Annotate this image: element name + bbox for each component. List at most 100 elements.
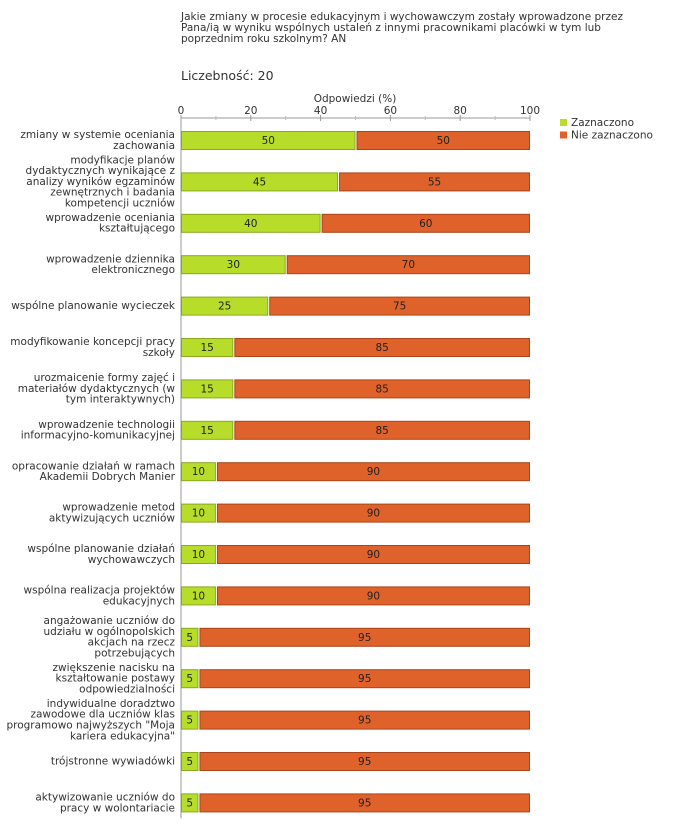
bar-zaznaczono bbox=[181, 379, 234, 399]
bar-zaznaczono bbox=[181, 296, 269, 316]
category-label-line: materiałów dydaktycznych (w bbox=[18, 383, 176, 395]
question-text: Jakie zmiany w procesie edukacyjnym i wy… bbox=[181, 11, 623, 45]
category-labels: zmiany w systemie oceniania zachowaniamod… bbox=[6, 129, 175, 814]
bar-value-zaznaczono: 10 bbox=[192, 508, 205, 520]
bar-value-nie-zaznaczono: 85 bbox=[375, 383, 388, 395]
category-label-line: angażowanie uczniów do bbox=[44, 615, 175, 627]
category-label-line: pracy w wolontariacie bbox=[60, 802, 175, 814]
category-label-line: dydaktycznych wynikające z bbox=[26, 165, 176, 177]
category-label-line: zwiększenie nacisku na bbox=[53, 662, 175, 674]
bar-nie-zaznaczono bbox=[216, 586, 530, 606]
category-label-line: odpowiedzialności bbox=[79, 684, 175, 696]
bar-zaznaczono bbox=[181, 338, 234, 357]
bar-zaznaczono bbox=[181, 213, 321, 233]
bar-value-nie-zaznaczono: 90 bbox=[367, 466, 380, 478]
category-label: opracowanie działań w ramach Akademii Dob… bbox=[12, 460, 176, 483]
legend-swatch bbox=[560, 131, 567, 139]
bar-value-zaznaczono: 10 bbox=[192, 466, 205, 478]
category-label-line: kształtowanie postawy bbox=[56, 673, 175, 685]
category-label-line: trójstronne wywiadówki bbox=[51, 756, 175, 768]
bar-value-zaznaczono: 5 bbox=[186, 715, 193, 727]
category-label-line: aktywizujących uczniów bbox=[49, 513, 176, 525]
bar-value-nie-zaznaczono: 50 bbox=[437, 135, 450, 147]
x-axis-label: Odpowiedzi (%) bbox=[314, 93, 397, 105]
bar-zaznaczono bbox=[181, 131, 356, 150]
bar-value-zaznaczono: 50 bbox=[262, 135, 275, 147]
bar-zaznaczono bbox=[181, 710, 199, 730]
bar-zaznaczono bbox=[181, 420, 234, 440]
category-label-line: edukacyjnych bbox=[103, 595, 175, 607]
category-label: angażowanie uczniów do udziału w ogólnopo… bbox=[44, 615, 176, 659]
category-label-line: zmiany w systemie oceniania bbox=[20, 129, 175, 141]
bar-value-zaznaczono: 25 bbox=[218, 301, 231, 313]
sample-size-label: Liczebność: bbox=[181, 68, 254, 83]
bar-value-zaznaczono: 5 bbox=[186, 756, 193, 768]
category-label-line: zachowania bbox=[113, 140, 175, 152]
bar-nie-zaznaczono bbox=[234, 420, 530, 440]
bar-value-nie-zaznaczono: 95 bbox=[358, 756, 371, 768]
bar-nie-zaznaczono bbox=[356, 131, 530, 150]
x-tick-label: 0 bbox=[178, 105, 185, 117]
legend-label: Zaznaczono bbox=[571, 117, 634, 129]
category-label: wprowadzenie metod aktywizujących uczniów bbox=[49, 502, 176, 525]
category-label-line: tym interaktywnych) bbox=[66, 394, 175, 406]
category-label: wspólne planowanie działań wychowawczych bbox=[27, 543, 175, 566]
category-label-line: szkoły bbox=[143, 347, 175, 359]
legend-label: Nie zaznaczono bbox=[571, 130, 653, 142]
bar-zaznaczono bbox=[181, 255, 286, 275]
bar-value-nie-zaznaczono: 85 bbox=[375, 425, 388, 437]
bar-value-nie-zaznaczono: 95 bbox=[358, 632, 371, 644]
bar-value-zaznaczono: 45 bbox=[253, 176, 266, 188]
category-label-line: programowo najwyższych "Moja bbox=[6, 720, 175, 732]
bar-nie-zaznaczono bbox=[216, 462, 530, 482]
category-label-line: wspólna realizacja projektów bbox=[24, 585, 176, 597]
legend-swatch bbox=[560, 119, 567, 126]
x-tick-label: 80 bbox=[454, 105, 467, 117]
bar-zaznaczono bbox=[181, 503, 216, 523]
category-label-line: wychowawczych bbox=[88, 554, 175, 566]
bar-value-nie-zaznaczono: 75 bbox=[393, 301, 406, 313]
bar-nie-zaznaczono bbox=[339, 172, 530, 192]
category-label: aktywizowanie uczniów do pracy w wolontar… bbox=[35, 792, 175, 815]
bar-nie-zaznaczono bbox=[199, 669, 530, 689]
bar-value-zaznaczono: 15 bbox=[200, 383, 213, 395]
bar-zaznaczono bbox=[181, 752, 199, 771]
bar-zaznaczono bbox=[181, 586, 216, 606]
category-label-line: kompetencji uczniów bbox=[65, 198, 176, 210]
bar-value-nie-zaznaczono: 95 bbox=[358, 715, 371, 727]
bar-value-nie-zaznaczono: 90 bbox=[367, 590, 380, 602]
category-label: modyfikowanie koncepcji pracy szkoły bbox=[10, 336, 175, 359]
category-label: modyfikacje planów dydaktycznych wynikają… bbox=[26, 154, 176, 209]
category-label-line: wprowadzenie dziennika bbox=[46, 253, 175, 265]
bar-nie-zaznaczono bbox=[216, 545, 530, 564]
bar-value-nie-zaznaczono: 95 bbox=[358, 797, 371, 809]
category-label: trójstronne wywiadówki bbox=[51, 756, 175, 768]
category-label: wprowadzenie oceniania kształtującego bbox=[46, 212, 175, 235]
category-label-line: zawodowe dla uczniów klas bbox=[30, 709, 175, 721]
category-label: zmiany w systemie oceniania zachowania bbox=[20, 129, 175, 152]
bar-value-zaznaczono: 10 bbox=[192, 590, 205, 602]
bar-value-zaznaczono: 40 bbox=[244, 218, 257, 230]
category-label-line: kształtującego bbox=[99, 223, 175, 235]
bar-zaznaczono bbox=[181, 627, 199, 647]
bar-zaznaczono bbox=[181, 172, 339, 192]
bar-nie-zaznaczono bbox=[216, 503, 530, 523]
category-label-line: modyfikowanie koncepcji pracy bbox=[10, 336, 175, 348]
category-label-line: wprowadzenie oceniania bbox=[46, 212, 175, 224]
category-label: wspólna realizacja projektów edukacyjnych bbox=[24, 585, 176, 608]
x-axis: 0 20 40 60 80 100 bbox=[178, 105, 540, 819]
category-label-line: wspólne planowanie wycieczek bbox=[11, 300, 176, 312]
category-label: wprowadzenie dziennika elektronicznego bbox=[46, 253, 175, 276]
bar-nie-zaznaczono bbox=[199, 627, 530, 647]
bar-value-nie-zaznaczono: 55 bbox=[428, 176, 441, 188]
category-label-line: informacyjno-komunikacyjnej bbox=[21, 430, 175, 442]
bar-value-nie-zaznaczono: 70 bbox=[402, 259, 415, 271]
bar-value-zaznaczono: 5 bbox=[186, 632, 193, 644]
bar-value-nie-zaznaczono: 85 bbox=[375, 342, 388, 354]
bar-nie-zaznaczono bbox=[199, 752, 530, 771]
category-label-line: wprowadzenie metod bbox=[62, 502, 175, 514]
category-label-line: opracowanie działań w ramach bbox=[12, 460, 175, 472]
